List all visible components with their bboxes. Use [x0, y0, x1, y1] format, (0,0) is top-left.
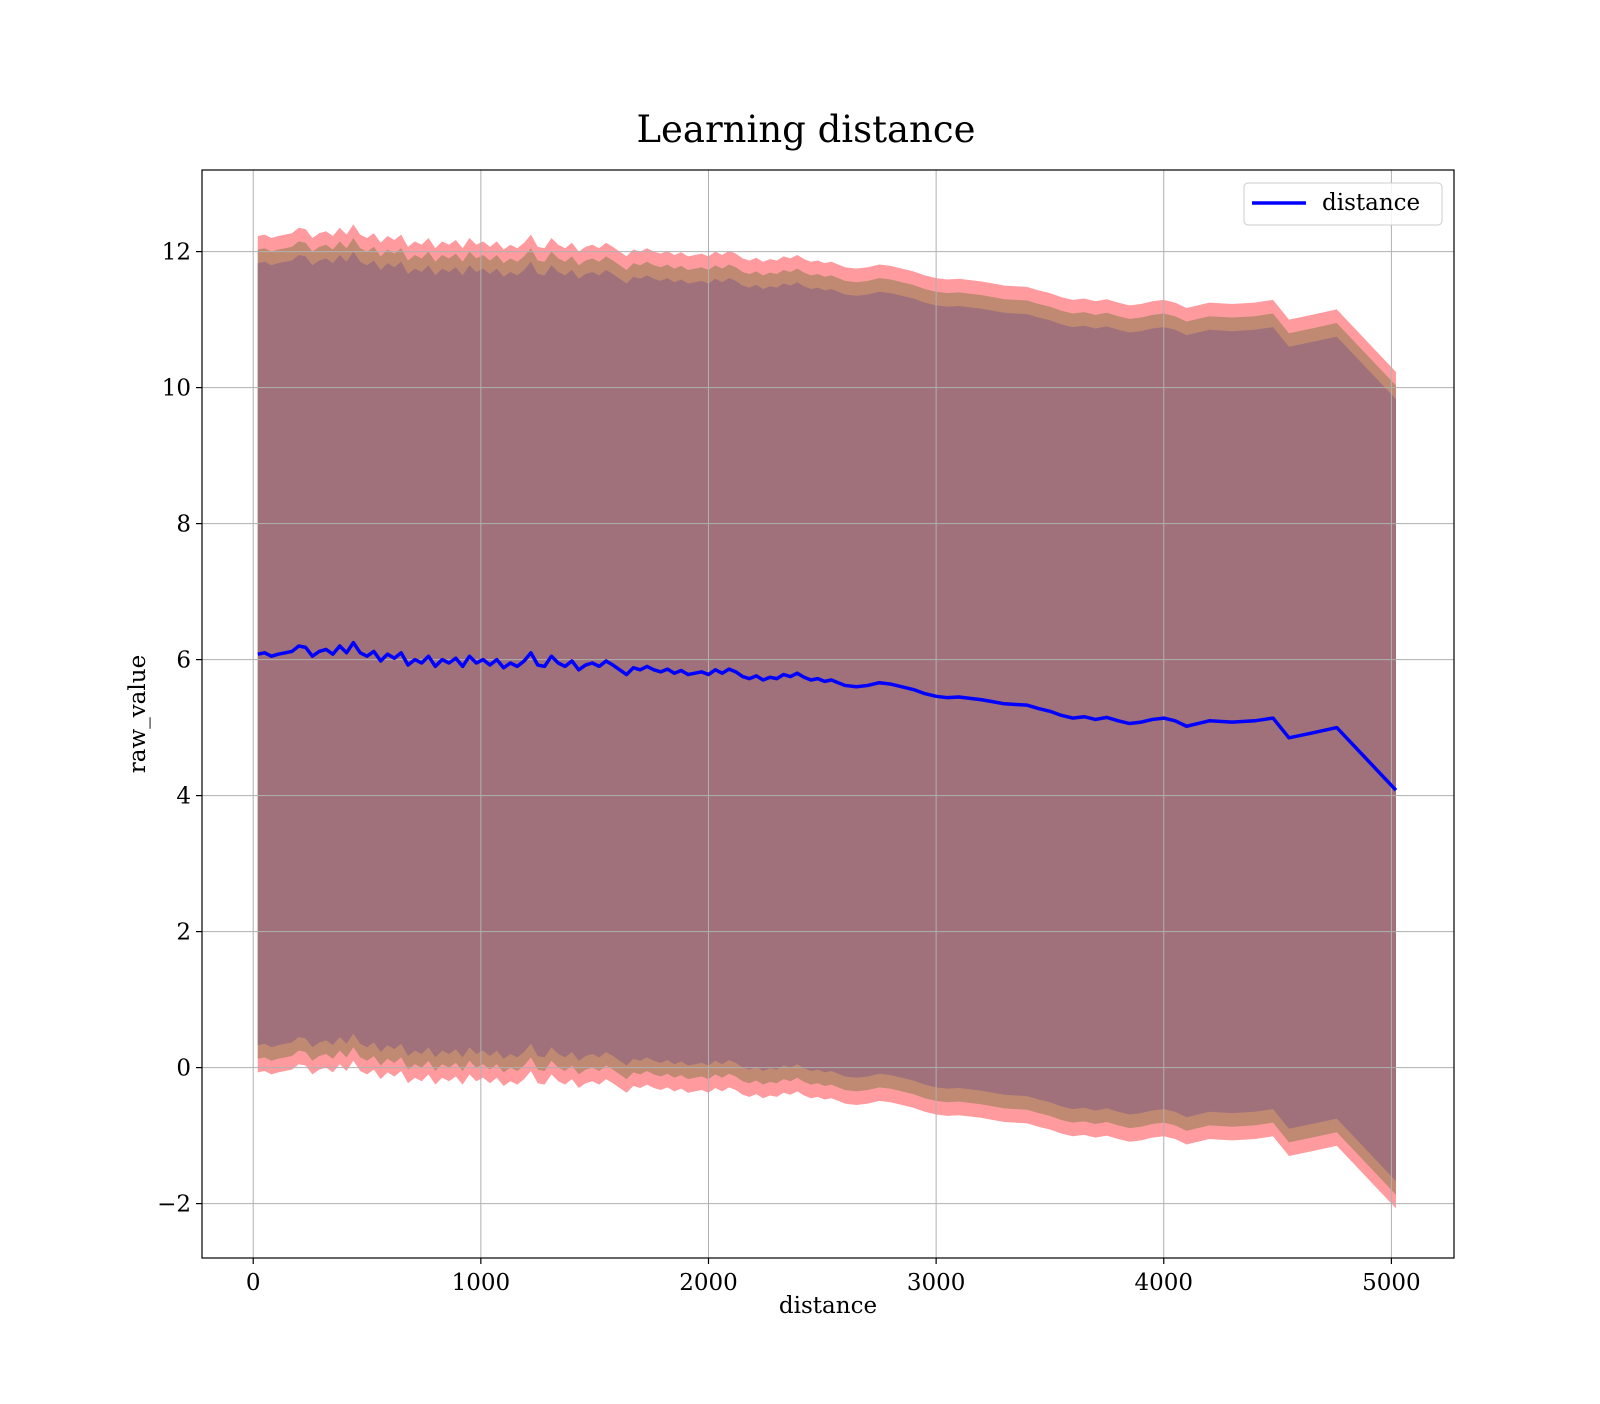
- series-line-distance: [257, 640, 1398, 792]
- x-tick-label: 5000: [1362, 1270, 1421, 1296]
- y-tick-label: 12: [162, 240, 191, 266]
- y-axis-label: raw_value: [125, 655, 151, 773]
- y-tick-label: 6: [176, 648, 191, 674]
- grid-lines: [202, 170, 1454, 1258]
- y-tick-label: 0: [176, 1056, 191, 1082]
- x-axis-ticks: 0 1000 2000 3000 4000 5000: [246, 1258, 1421, 1296]
- y-tick-label: 4: [176, 784, 191, 810]
- x-tick-label: 1000: [452, 1270, 511, 1296]
- x-tick-label: 3000: [907, 1270, 966, 1296]
- chart-title: Learning distance: [636, 108, 975, 151]
- y-tick-label: −2: [157, 1192, 191, 1218]
- variance-bands: [257, 224, 1396, 1209]
- legend-label-distance: distance: [1322, 190, 1420, 216]
- legend-box: [1243, 182, 1443, 226]
- y-tick-label: 2: [176, 920, 191, 946]
- y-tick-label: 8: [176, 512, 191, 538]
- x-tick-label: 2000: [679, 1270, 738, 1296]
- series-layer: [257, 640, 1398, 792]
- y-tick-label: 10: [162, 376, 191, 402]
- x-tick-label: 0: [246, 1270, 261, 1296]
- band-inner: [257, 251, 1396, 1182]
- y-axis-ticks: −2 0 2 4 6 8 10 12: [157, 240, 202, 1218]
- x-tick-label: 4000: [1134, 1270, 1193, 1296]
- legend: distance: [1243, 182, 1443, 226]
- x-axis-label: distance: [779, 1293, 877, 1319]
- plot-frame: [201, 169, 1455, 1259]
